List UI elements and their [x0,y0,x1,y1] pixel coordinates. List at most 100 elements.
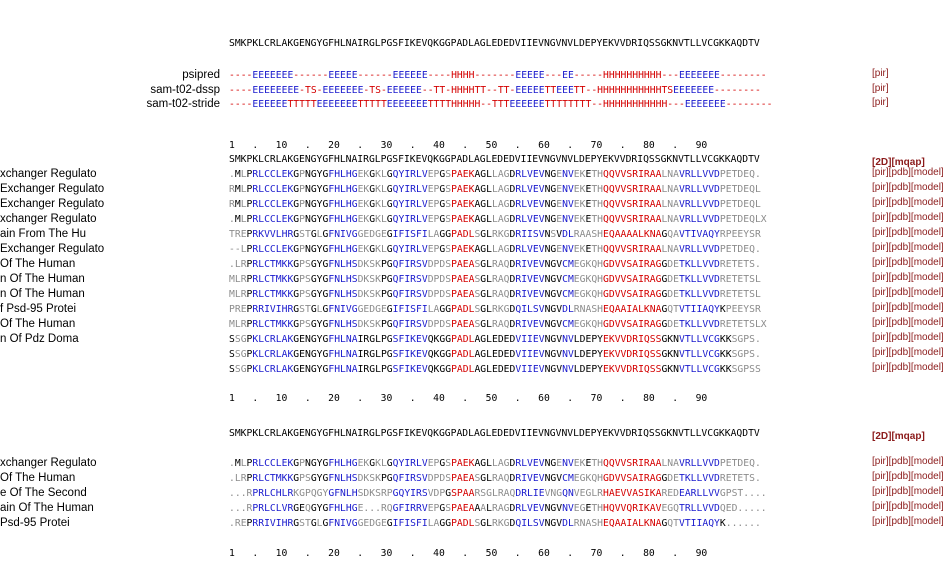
hit-label[interactable] [0,362,225,377]
hit-label[interactable]: ain From The Hu [0,228,87,240]
link-pdb[interactable]: [pdb] [888,516,911,527]
hit-label[interactable]: e Of The Second [0,487,87,499]
link-pdb[interactable]: [pdb] [888,167,911,178]
link-model[interactable]: [model] [910,456,944,467]
hit-links[interactable]: [pir][pdb][model] [872,347,944,362]
link-pdb[interactable]: [pdb] [888,227,911,238]
link-pir[interactable]: [pir] [872,272,889,283]
link-pir[interactable]: [pir] [872,347,889,358]
link-model[interactable]: [model] [910,317,944,328]
link-pir[interactable]: [pir] [872,302,889,313]
hit-label[interactable]: Exchanger Regulato [0,198,105,210]
hit-label[interactable]: n Of The Human [0,288,85,300]
link-model[interactable]: [model] [910,197,944,208]
link-model[interactable]: [model] [910,332,944,343]
link-pdb[interactable]: [pdb] [888,212,911,223]
hit-label[interactable]: Of The Human [0,472,76,484]
link-model[interactable]: [model] [910,227,944,238]
link-model[interactable]: [model] [910,501,944,512]
hit-links[interactable]: [pir][pdb][model] [872,167,944,182]
hit-label[interactable]: Psd-95 Protei [0,517,70,529]
link-pir[interactable]: [pir] [872,257,889,268]
link-pdb[interactable]: [pdb] [888,182,911,193]
link-model[interactable]: [model] [910,486,944,497]
hit-label[interactable] [0,347,225,362]
hit-links[interactable]: [pir][pdb][model] [872,197,944,212]
hit-links[interactable]: [pir][pdb][model] [872,332,944,347]
hit-links[interactable]: [pir][pdb][model] [872,287,944,302]
hit-links[interactable]: [pir][pdb][model] [872,257,944,272]
hit-label[interactable]: Exchanger Regulato [0,183,105,195]
link-pir[interactable]: [pir] [872,242,889,253]
link-model[interactable]: [model] [910,272,944,283]
hit-links[interactable]: [pir][pdb][model] [872,516,944,531]
link-pir[interactable]: [pir] [872,501,889,512]
link-model[interactable]: [model] [910,516,944,527]
hit-links[interactable]: [pir][pdb][model] [872,317,944,332]
hit-links[interactable]: [pir][pdb][model] [872,471,944,486]
link-pdb[interactable]: [pdb] [888,242,911,253]
hit-label[interactable]: n Of Pdz Doma [0,333,79,345]
hit-links[interactable]: [pir][pdb][model] [872,227,944,242]
link-model[interactable]: [model] [910,167,944,178]
hit-label[interactable]: Of The Human [0,258,76,270]
link-pdb[interactable]: [pdb] [888,347,911,358]
link-pir[interactable]: [pir] [872,471,889,482]
link-pdb[interactable]: [pdb] [888,287,911,298]
link-pir[interactable]: [pir] [872,97,889,108]
hit-links[interactable]: [pir][pdb][model] [872,242,944,257]
header-links-text-1[interactable]: [2D][mqap] [872,157,925,168]
header-links-text-2[interactable]: [2D][mqap] [872,431,925,442]
link-pir[interactable]: [pir] [872,68,889,79]
link-pdb[interactable]: [pdb] [888,486,911,497]
link-model[interactable]: [model] [910,302,944,313]
hit-links[interactable]: [pir][pdb][model] [872,302,944,317]
ss-links[interactable]: [pir] [872,83,889,98]
link-pdb[interactable]: [pdb] [888,317,911,328]
link-pdb[interactable]: [pdb] [888,362,911,373]
link-pir[interactable]: [pir] [872,197,889,208]
hit-links[interactable]: [pir][pdb][model] [872,486,944,501]
link-pdb[interactable]: [pdb] [888,272,911,283]
ss-links[interactable]: [pir] [872,97,889,112]
link-model[interactable]: [model] [910,287,944,298]
link-model[interactable]: [model] [910,242,944,253]
link-pir[interactable]: [pir] [872,287,889,298]
link-pir[interactable]: [pir] [872,516,889,527]
link-pir[interactable]: [pir] [872,82,889,94]
hit-links[interactable]: [pir][pdb][model] [872,212,944,227]
hit-label[interactable]: xchanger Regulato [0,213,97,225]
hit-links[interactable]: [pir][pdb][model] [872,456,944,471]
link-pir[interactable]: [pir] [872,362,889,373]
link-pdb[interactable]: [pdb] [888,501,911,512]
hit-links[interactable]: [pir][pdb][model] [872,362,944,377]
link-pdb[interactable]: [pdb] [888,456,911,467]
link-pdb[interactable]: [pdb] [888,197,911,208]
hit-label[interactable]: ain Of The Human [0,502,94,514]
link-pdb[interactable]: [pdb] [888,471,911,482]
link-model[interactable]: [model] [910,471,944,482]
link-pir[interactable]: [pir] [872,182,889,193]
link-pdb[interactable]: [pdb] [888,302,911,313]
hit-label[interactable]: Of The Human [0,318,76,330]
ss-links[interactable]: [pir] [872,68,889,83]
link-model[interactable]: [model] [910,362,944,373]
link-pir[interactable]: [pir] [872,486,889,497]
link-pir[interactable]: [pir] [872,167,889,178]
hit-label[interactable]: xchanger Regulato [0,168,97,180]
link-pdb[interactable]: [pdb] [888,332,911,343]
link-pdb[interactable]: [pdb] [888,257,911,268]
hit-label[interactable]: Exchanger Regulato [0,243,105,255]
link-pir[interactable]: [pir] [872,227,889,238]
link-pir[interactable]: [pir] [872,212,889,223]
link-model[interactable]: [model] [910,257,944,268]
link-model[interactable]: [model] [910,347,944,358]
hit-label[interactable]: n Of The Human [0,273,85,285]
link-pir[interactable]: [pir] [872,317,889,328]
hit-label[interactable]: xchanger Regulato [0,457,97,469]
link-pir[interactable]: [pir] [872,456,889,467]
link-model[interactable]: [model] [910,212,944,223]
header-links-2[interactable]: [2D][mqap] [872,426,925,442]
hit-links[interactable]: [pir][pdb][model] [872,501,944,516]
hit-links[interactable]: [pir][pdb][model] [872,182,944,197]
